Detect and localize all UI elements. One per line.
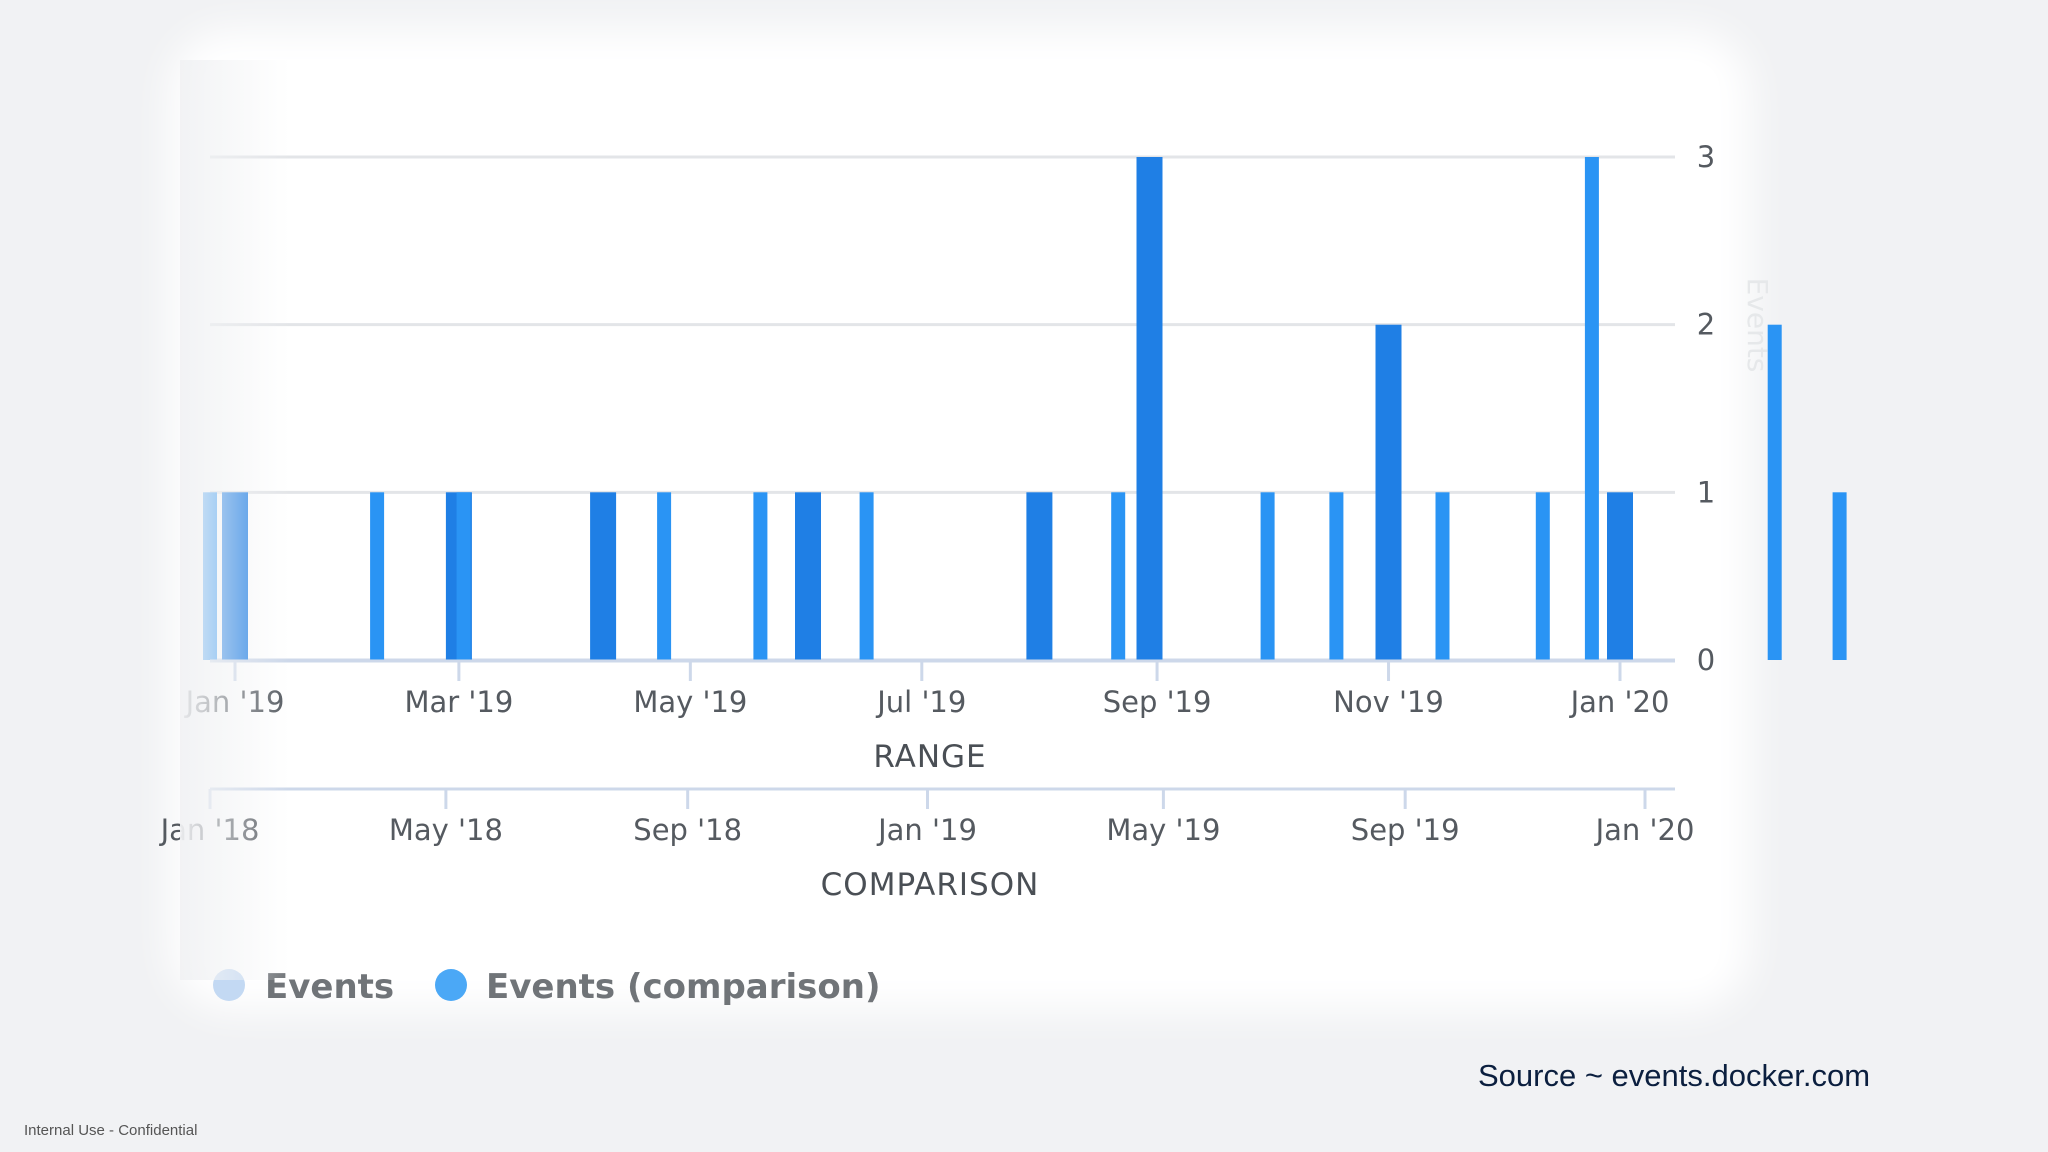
comparison-tick-label: Jan '18 — [159, 813, 260, 847]
comparison-tick-label: Jan '19 — [876, 813, 977, 847]
bar-comparison[interactable] — [753, 492, 768, 660]
comparison-tick-label: May '18 — [389, 813, 503, 847]
y-tick-label: 0 — [1697, 643, 1715, 677]
y-tick-label: 2 — [1697, 308, 1715, 342]
range-tick-label: Jan '20 — [1569, 685, 1670, 719]
bar-events[interactable] — [795, 492, 821, 660]
bar-comparison[interactable] — [1260, 492, 1275, 660]
comparison-tick-label: Jan '20 — [1594, 813, 1695, 847]
source-caption: Source ~ events.docker.com — [1478, 1058, 1871, 1093]
gridlines: 0 1 2 3 — [210, 140, 1715, 677]
bar-events[interactable] — [590, 492, 617, 660]
bar-comparison[interactable] — [1111, 492, 1126, 660]
range-tick-label: Nov '19 — [1333, 685, 1444, 719]
bar-comparison[interactable] — [1767, 324, 1782, 660]
comparison-tick-label: Sep '19 — [1351, 813, 1460, 847]
bar-events[interactable] — [1026, 492, 1053, 660]
bar-comparison[interactable] — [657, 492, 672, 660]
legend-label-events-comparison[interactable]: Events (comparison) — [486, 967, 881, 1007]
bar-comparison[interactable] — [203, 492, 217, 660]
bar-comparison[interactable] — [1329, 492, 1344, 660]
comparison-tick-label: May '19 — [1106, 813, 1220, 847]
range-tick-label: Mar '19 — [404, 685, 513, 719]
bars — [203, 157, 1847, 660]
bar-comparison[interactable] — [859, 492, 874, 660]
bar-events[interactable] — [1375, 324, 1402, 660]
bar-comparison[interactable] — [1584, 157, 1599, 660]
range-tick-label: Sep '19 — [1103, 685, 1212, 719]
legend-marker-events[interactable] — [213, 969, 245, 1001]
range-tick-label: Jul '19 — [875, 685, 966, 719]
bar-comparison[interactable] — [1832, 492, 1847, 660]
range-axis-title: RANGE — [873, 739, 986, 775]
bar-events[interactable] — [222, 492, 248, 660]
bar-events[interactable] — [1136, 157, 1163, 660]
y-tick-label: 3 — [1697, 140, 1715, 174]
y-axis-title: Events — [1741, 278, 1774, 373]
comparison-axis-title: COMPARISON — [821, 867, 1040, 903]
legend-marker-events-comparison[interactable] — [435, 969, 467, 1001]
range-tick-label: May '19 — [633, 685, 747, 719]
bar-comparison[interactable] — [1435, 492, 1450, 660]
comparison-tick-label: Sep '18 — [633, 813, 742, 847]
legend: Events Events (comparison) — [213, 967, 881, 1007]
y-tick-label: 1 — [1697, 475, 1715, 509]
confidentiality-footer: Internal Use - Confidential — [24, 1122, 198, 1139]
bar-events[interactable] — [1607, 492, 1633, 660]
range-tick-label: Jan '19 — [184, 685, 285, 719]
bar-comparison[interactable] — [456, 492, 471, 660]
bar-comparison[interactable] — [1535, 492, 1550, 660]
bar-comparison[interactable] — [370, 492, 385, 660]
legend-label-events[interactable]: Events — [265, 967, 394, 1007]
